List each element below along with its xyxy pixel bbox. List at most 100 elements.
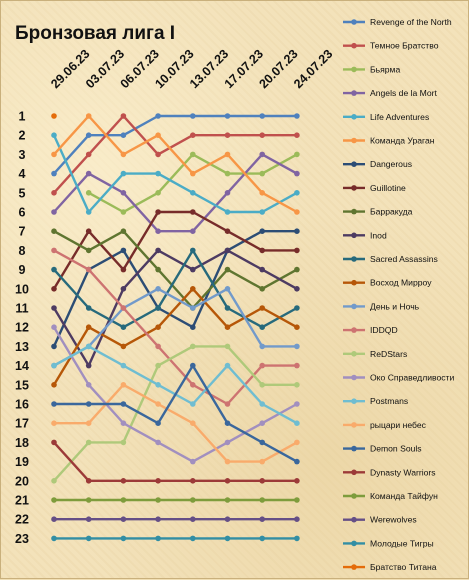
data-point: [120, 190, 127, 196]
data-point: [259, 343, 266, 350]
y-tick-label: 19: [15, 455, 29, 469]
legend-label: Life Adventures: [370, 112, 429, 122]
data-point: [294, 305, 300, 311]
data-point: [85, 151, 92, 158]
data-point: [294, 151, 300, 158]
data-point: [259, 132, 266, 138]
data-point: [120, 362, 127, 369]
legend-label: День и Ночь: [370, 301, 420, 311]
series-line: [52, 249, 299, 406]
legend-label: Команда Ураган: [370, 136, 435, 146]
legend-marker: [351, 137, 357, 144]
series-line: [52, 114, 299, 214]
data-point: [224, 190, 231, 196]
y-tick-label: 17: [15, 417, 29, 431]
data-point: [155, 286, 161, 292]
data-point: [224, 209, 231, 215]
series-line: [52, 114, 299, 175]
data-point: [224, 401, 231, 407]
series-group: [51, 113, 300, 196]
data-point: [120, 132, 127, 138]
data-point: [190, 324, 196, 331]
data-point: [294, 516, 300, 522]
data-point: [85, 324, 92, 331]
data-point: [120, 439, 127, 446]
data-point: [259, 478, 266, 484]
series-line: [52, 249, 299, 329]
legend-label: Восход Мирроу: [370, 278, 432, 288]
legend-label: ReDStars: [370, 349, 407, 359]
data-point: [120, 497, 127, 503]
data-point: [51, 535, 57, 542]
legend-label: Темное Братство: [370, 41, 439, 51]
x-tick-label: 24.07.23: [291, 47, 335, 91]
legend-marker: [351, 564, 357, 570]
series-group: [51, 362, 300, 465]
data-point: [259, 420, 266, 427]
y-tick-label: 21: [15, 494, 29, 508]
data-point: [85, 247, 92, 254]
series-line: [52, 287, 299, 367]
data-point: [259, 209, 266, 215]
legend-label: Молодые Тигры: [370, 538, 434, 548]
data-point: [224, 266, 231, 273]
data-point: [259, 382, 266, 388]
data-point: [259, 113, 266, 119]
data-point: [120, 382, 127, 388]
data-point: [190, 286, 196, 292]
data-point: [51, 439, 57, 446]
data-point: [224, 362, 231, 369]
legend-marker: [351, 185, 357, 191]
data-point: [294, 382, 300, 388]
data-point: [224, 286, 231, 292]
data-point: [190, 190, 196, 196]
data-point: [120, 401, 127, 407]
data-point: [190, 362, 196, 369]
data-point: [190, 305, 196, 311]
data-point: [155, 113, 161, 119]
data-point: [224, 151, 231, 158]
series-line: [52, 249, 299, 367]
series-group: [51, 228, 300, 311]
data-point: [155, 228, 161, 234]
series-group: [51, 382, 300, 465]
data-point: [224, 324, 231, 331]
data-point: [120, 305, 127, 311]
data-point: [155, 401, 161, 407]
legend-marker: [351, 161, 357, 167]
legend-label: Барракуда: [370, 207, 413, 217]
series-group: [51, 247, 300, 331]
legend-label: Бьярма: [370, 64, 400, 74]
data-point: [294, 439, 300, 446]
data-point: [294, 228, 300, 234]
series-line: [52, 153, 299, 233]
data-point: [85, 305, 92, 311]
data-point: [224, 113, 231, 119]
y-tick-label: 18: [15, 436, 29, 450]
series-line: [52, 364, 299, 463]
legend-marker: [351, 493, 357, 499]
series-group: [51, 151, 300, 234]
data-point: [120, 209, 127, 215]
legend-marker: [351, 19, 357, 25]
series-group: [51, 113, 300, 215]
chart-title: Бронзовая лига I: [15, 23, 175, 44]
data-point: [294, 190, 300, 196]
data-point: [51, 190, 57, 196]
y-tick-label: 13: [15, 340, 29, 354]
data-point: [85, 516, 92, 522]
series-line: [52, 326, 299, 463]
data-point: [259, 151, 266, 158]
legend-marker: [351, 66, 357, 73]
y-tick-label: 15: [15, 378, 29, 392]
data-point: [120, 478, 127, 484]
data-point: [85, 478, 92, 484]
data-point: [85, 266, 92, 273]
data-point: [85, 420, 92, 427]
legend-label: Guillotine: [370, 183, 406, 193]
data-point: [294, 247, 300, 254]
y-tick-label: 1: [19, 110, 26, 124]
